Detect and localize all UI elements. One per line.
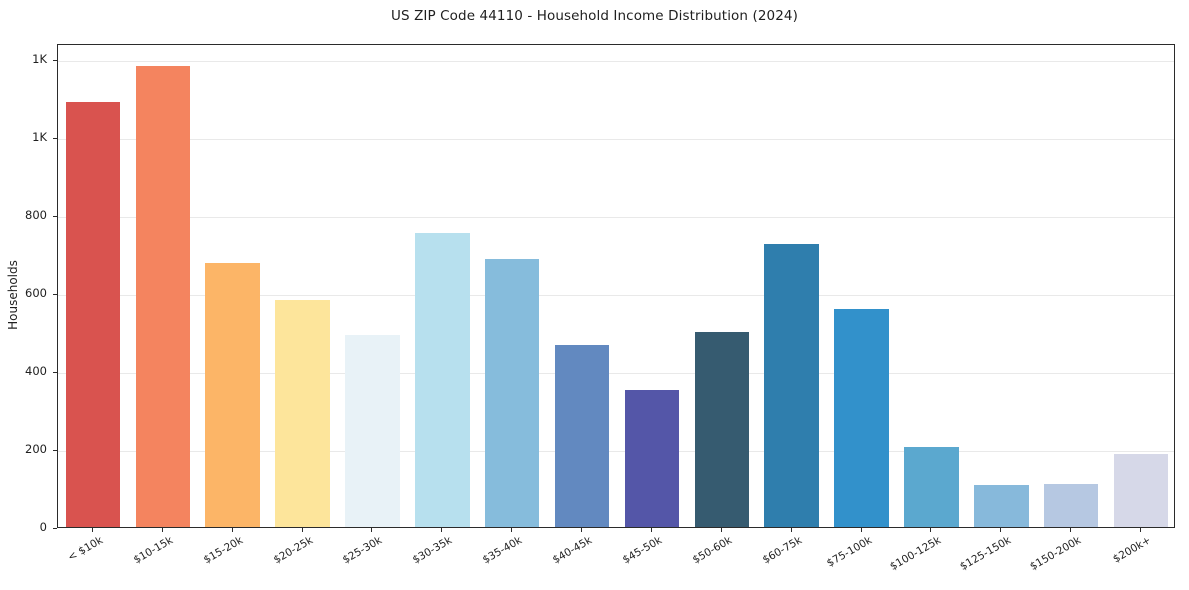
x-tick-mark bbox=[790, 528, 792, 532]
x-tick-mark bbox=[1000, 528, 1002, 532]
y-tick-label: 800 bbox=[25, 207, 47, 222]
y-tick-label: 1K bbox=[32, 51, 47, 66]
x-tick-mark bbox=[720, 528, 722, 532]
y-tick-mark bbox=[53, 59, 57, 61]
y-tick-mark bbox=[53, 215, 57, 217]
x-tick-label: $35-40k bbox=[480, 534, 525, 567]
gridline-y-1000 bbox=[58, 138, 1174, 140]
x-tick-mark bbox=[371, 528, 373, 532]
x-tick-label: $75-100k bbox=[824, 534, 874, 570]
gridline-y-800 bbox=[58, 216, 1174, 218]
x-tick-mark bbox=[860, 528, 862, 532]
x-tick-mark bbox=[1070, 528, 1072, 532]
x-tick-label: $50-60k bbox=[690, 534, 734, 567]
bar[interactable] bbox=[275, 300, 330, 527]
bar[interactable] bbox=[624, 389, 680, 527]
x-tick-mark bbox=[930, 528, 932, 532]
x-tick-label: $30-35k bbox=[410, 534, 455, 567]
bar[interactable] bbox=[65, 102, 121, 527]
y-tick-label: 200 bbox=[25, 441, 47, 456]
bar[interactable] bbox=[834, 309, 889, 527]
y-tick-label: 400 bbox=[25, 363, 47, 378]
bar[interactable] bbox=[764, 243, 819, 527]
x-tick-mark bbox=[91, 528, 93, 532]
y-tick-mark bbox=[53, 137, 57, 139]
x-tick-label: $125-150k bbox=[958, 534, 1014, 573]
y-tick-label: 0 bbox=[39, 520, 47, 534]
y-tick-mark bbox=[53, 528, 57, 529]
gridline-y-600 bbox=[58, 294, 1174, 296]
x-tick-mark bbox=[301, 528, 303, 532]
bar[interactable] bbox=[135, 65, 191, 527]
x-tick-mark bbox=[511, 528, 513, 532]
bar[interactable] bbox=[694, 332, 750, 527]
x-tick-label: $45-50k bbox=[620, 534, 664, 567]
y-tick-mark bbox=[53, 293, 57, 295]
x-tick-label: $15-20k bbox=[201, 534, 245, 567]
bar[interactable] bbox=[554, 345, 610, 527]
x-tick-label: $10-15k bbox=[131, 534, 175, 567]
x-tick-mark bbox=[581, 528, 583, 532]
bar[interactable] bbox=[1113, 454, 1169, 527]
x-tick-mark bbox=[441, 528, 443, 532]
bar[interactable] bbox=[904, 446, 959, 527]
x-tick-label: $200k+ bbox=[1111, 534, 1154, 566]
gridline-y-1200 bbox=[58, 60, 1174, 62]
x-axis-ticks: < $10k $10-15k $15-20k $20-25k $25-30k $30-35… bbox=[0, 528, 1189, 590]
x-tick-label: $60-75k bbox=[760, 534, 804, 567]
bar[interactable] bbox=[415, 233, 470, 527]
y-axis-ticks: 0 200 400 600 800 1K 1K bbox=[0, 0, 57, 590]
x-tick-mark bbox=[1140, 528, 1142, 532]
x-tick-label: $150-200k bbox=[1028, 534, 1084, 573]
x-tick-label: < $10k bbox=[65, 534, 105, 564]
bar[interactable] bbox=[205, 263, 260, 527]
x-tick-label: $25-30k bbox=[341, 534, 385, 567]
y-tick-mark bbox=[53, 371, 57, 373]
x-tick-label: $100-125k bbox=[888, 534, 944, 573]
x-tick-label: $20-25k bbox=[271, 534, 315, 567]
bar-series bbox=[58, 45, 1174, 527]
gridline-y-200 bbox=[58, 450, 1174, 452]
x-tick-mark bbox=[650, 528, 652, 532]
bar[interactable] bbox=[484, 258, 540, 527]
x-tick-label: $40-45k bbox=[550, 534, 595, 567]
y-tick-label: 600 bbox=[25, 285, 47, 300]
gridline-y-400 bbox=[58, 372, 1174, 374]
plot-area bbox=[57, 44, 1175, 528]
x-tick-mark bbox=[161, 528, 163, 532]
bar[interactable] bbox=[974, 485, 1029, 527]
bar[interactable] bbox=[1043, 483, 1099, 527]
y-tick-label: 1K bbox=[32, 129, 47, 144]
y-tick-mark bbox=[53, 449, 57, 451]
chart-title: US ZIP Code 44110 - Household Income Dis… bbox=[391, 8, 798, 24]
bar[interactable] bbox=[345, 335, 400, 527]
x-tick-mark bbox=[231, 528, 233, 532]
